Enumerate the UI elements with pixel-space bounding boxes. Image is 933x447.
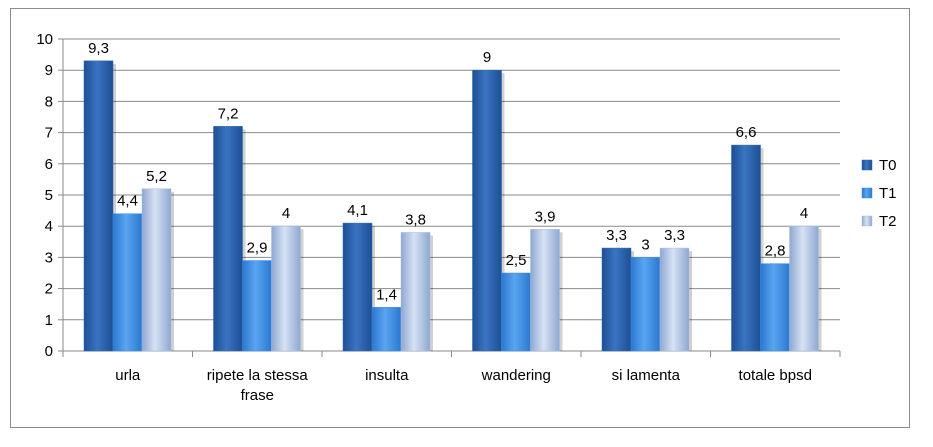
y-tick-label: 2 xyxy=(45,281,53,298)
bars xyxy=(83,60,822,352)
category-label-line: totale bpsd xyxy=(739,367,812,384)
bar-t2-0 xyxy=(141,188,172,352)
data-label: 4 xyxy=(800,205,808,222)
bar-t2-5 xyxy=(789,225,819,352)
y-tick-label: 3 xyxy=(45,249,53,266)
bar-t0-2 xyxy=(342,222,373,352)
category-label: ripete la stessa frase xyxy=(207,367,309,404)
gridlines xyxy=(63,38,840,321)
data-label: 4,1 xyxy=(347,202,368,219)
y-tick-label: 8 xyxy=(45,93,53,110)
bar-t2-1 xyxy=(271,225,301,352)
bar-t1-5 xyxy=(760,263,790,352)
category-label: si lamenta xyxy=(612,367,681,384)
y-tick-label: 1 xyxy=(45,312,53,329)
y-tick-label: 4 xyxy=(45,218,53,235)
category-label-line: ripete la stessa xyxy=(207,367,309,384)
data-label: 3,3 xyxy=(606,227,627,244)
bar-t2-2 xyxy=(400,232,431,352)
bar-t1-0 xyxy=(112,213,143,352)
bar-t2-3 xyxy=(530,229,560,352)
category-label: urla xyxy=(115,367,141,384)
bar-t0-1 xyxy=(213,126,243,352)
y-tick-label: 0 xyxy=(45,343,53,360)
bar-t0-3 xyxy=(472,69,502,352)
legend: T0 T1 T2 xyxy=(861,157,897,230)
bar-t0-5 xyxy=(731,144,761,352)
y-tick-label: 7 xyxy=(45,125,53,142)
category-label: totale bpsd xyxy=(739,367,812,384)
data-label: 5,2 xyxy=(146,168,167,185)
category-label-line: frase xyxy=(241,387,274,404)
data-label: 4 xyxy=(282,205,290,222)
category-label-line: insulta xyxy=(365,367,409,384)
legend-swatch-t2 xyxy=(861,215,873,227)
category-label: wandering xyxy=(481,367,551,384)
category-label-line: si lamenta xyxy=(612,367,681,384)
y-tick-label: 6 xyxy=(45,156,53,173)
data-label: 3,9 xyxy=(535,208,556,225)
bar-t1-4 xyxy=(630,257,661,352)
category-label: insulta xyxy=(365,367,409,384)
data-label: 6,6 xyxy=(736,124,757,141)
legend-label-t2: T2 xyxy=(879,213,897,230)
data-label: 9,3 xyxy=(88,40,109,57)
bar-t0-4 xyxy=(601,247,632,352)
data-label: 2,5 xyxy=(506,252,527,269)
bar-t0-0 xyxy=(83,60,114,352)
category-labels: urla ripete la stessa frase insulta wanderin… xyxy=(115,367,812,404)
bar-t1-3 xyxy=(501,272,531,352)
y-tick-label: 5 xyxy=(45,187,53,204)
bar-t2-4 xyxy=(659,247,690,352)
data-label: 7,2 xyxy=(218,105,239,122)
category-label-line: urla xyxy=(115,367,141,384)
data-label: 3 xyxy=(641,236,649,253)
legend-label-t1: T1 xyxy=(879,185,897,202)
y-tick-label: 10 xyxy=(36,31,53,48)
data-label: 9 xyxy=(483,49,491,66)
data-label: 2,8 xyxy=(765,243,786,260)
data-label: 4,4 xyxy=(117,193,138,210)
legend-label-t0: T0 xyxy=(879,157,897,174)
legend-swatch-t1 xyxy=(861,187,873,199)
data-label: 3,8 xyxy=(405,211,426,228)
category-label-line: wandering xyxy=(481,367,551,384)
y-tick-label: 9 xyxy=(45,62,53,79)
data-label: 3,3 xyxy=(664,227,685,244)
data-label: 1,4 xyxy=(376,286,397,303)
bar-t1-1 xyxy=(242,260,272,352)
data-label: 2,9 xyxy=(247,240,268,257)
axes: 0 1 2 3 4 5 6 7 8 9 10 xyxy=(36,31,841,360)
data-labels: 9,3 7,2 4,1 9 3,3 6,6 4,4 2,9 1,4 2,5 3 2,8 5,2 4 3,8 3… xyxy=(88,40,808,303)
legend-swatch-t0 xyxy=(861,159,873,171)
bar-t1-2 xyxy=(371,307,402,352)
